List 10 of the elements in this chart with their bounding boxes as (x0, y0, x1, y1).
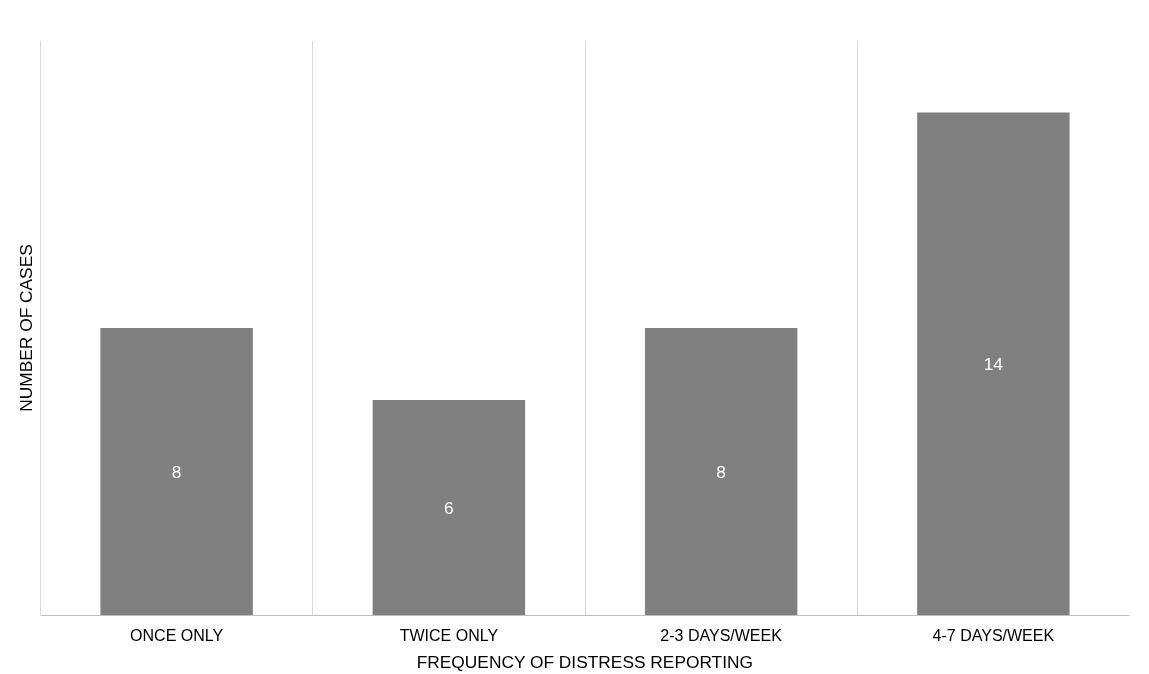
x-tick-label: 2-3 DAYS/WEEK (660, 626, 783, 644)
data-label: 8 (171, 461, 182, 482)
x-tick-label: TWICE ONLY (399, 626, 499, 644)
x-tick-label: ONCE ONLY (130, 626, 224, 644)
data-label: 6 (444, 497, 454, 518)
data-label: 14 (983, 353, 1004, 374)
data-label: 8 (716, 461, 726, 482)
x-axis-title: FREQUENCY OF DISTRESS REPORTING (416, 651, 754, 672)
x-tick-label: 4-7 DAYS/WEEK (932, 626, 1055, 644)
y-axis-title: NUMBER OF CASES (15, 244, 36, 412)
